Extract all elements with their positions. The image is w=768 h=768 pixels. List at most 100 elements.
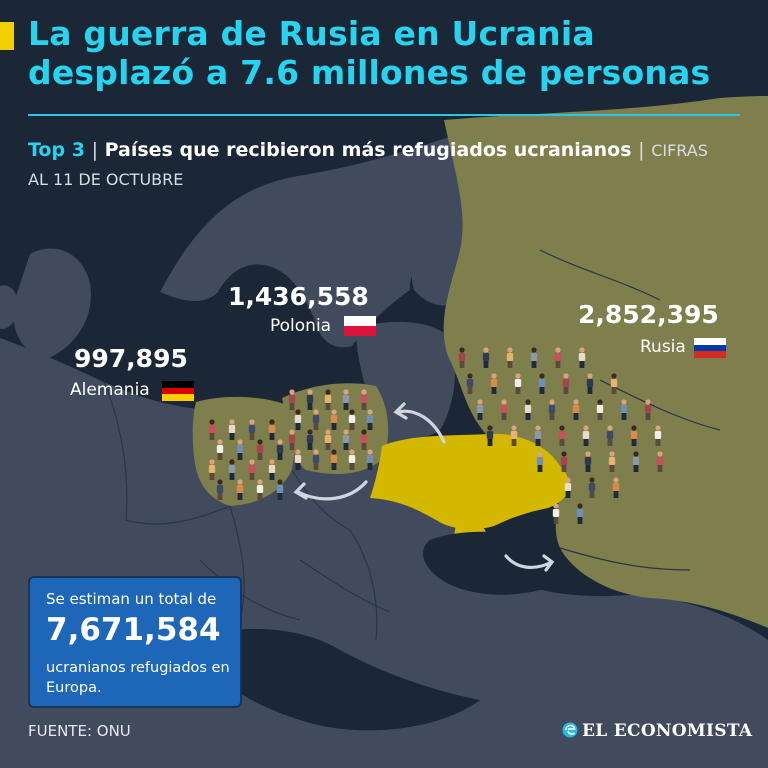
arrow-to-germany-icon [296,480,368,501]
person-icon [578,347,586,368]
person-icon [490,373,498,394]
person-icon [506,347,514,368]
person-icon [632,451,640,472]
person-icon [552,503,560,524]
source-note: FUENTE: ONU [28,722,131,740]
person-icon [348,449,356,470]
person-icon [630,425,638,446]
title-accent-bar [0,22,14,50]
person-icon [564,477,572,498]
arrow-head-germany-icon [293,482,308,500]
subtitle-separator-2: | [638,139,645,161]
title-line-1: La guerra de Rusia en Ucrania [28,14,595,53]
poland-name: Polonia [270,316,332,336]
person-icon [538,373,546,394]
person-icon [294,409,302,430]
person-icon [228,419,236,440]
person-icon [306,429,314,450]
person-icon [514,373,522,394]
country-borders [103,249,721,641]
person-icon [654,425,662,446]
russia-value: 2,852,395 [578,300,719,329]
person-icon [644,399,652,420]
person-icon [228,459,236,480]
total-refugees-box: Se estiman un total de 7,671,584 ucrania… [28,576,242,708]
person-icon [360,389,368,410]
arrow-head-russia-icon [542,554,555,572]
person-icon [530,347,538,368]
person-icon [312,409,320,430]
person-icon [208,419,216,440]
germany-name: Alemania [70,380,150,400]
subtitle-separator-1: | [91,139,98,161]
arrow-to-poland-icon [396,409,446,444]
subtitle-main: Países que recibieron más refugiados ucr… [104,139,632,161]
ukraine-region [370,433,570,530]
person-icon [554,347,562,368]
brand-name: EL ECONOMISTA [582,721,753,741]
person-icon [330,449,338,470]
person-icon [586,373,594,394]
person-icon [256,439,264,460]
person-icon [584,451,592,472]
person-icon [248,459,256,480]
person-icon [548,399,556,420]
person-icon [458,347,466,368]
person-icon [294,449,302,470]
person-icon [236,439,244,460]
arrow-icons [293,402,555,572]
black-sea [422,531,565,595]
person-icon [342,429,350,450]
person-icon [366,409,374,430]
person-icon [606,425,614,446]
person-icon [276,439,284,460]
arrow-head-poland-icon [393,402,408,420]
germany-value: 997,895 [74,344,188,373]
person-icon [306,389,314,410]
total-description: ucranianos refugiados en Europa. [46,660,230,696]
person-icon [656,451,664,472]
page-title: La guerra de Rusia en Ucrania desplazó a… [28,14,758,92]
arrow-to-russia-icon [504,554,554,569]
person-icon [288,429,296,450]
subtitle: Top 3 | Países que recibieron más refugi… [28,136,718,194]
person-icon [208,459,216,480]
uk-land [13,248,91,360]
people-icons [208,347,664,524]
subtitle-date: CIFRAS AL 11 DE OCTUBRE [28,141,708,189]
person-icon [466,373,474,394]
person-icon [524,399,532,420]
person-icon [476,399,484,420]
scandinavia-land [160,136,465,348]
flag-russia-icon [694,338,726,358]
person-icon [500,399,508,420]
total-value: 7,671,584 [46,612,221,648]
person-icon [236,479,244,500]
person-icon [486,425,494,446]
subtitle-top-label: Top 3 [28,139,85,161]
flag-poland-icon [344,316,376,336]
person-icon [330,409,338,430]
title-line-2: desplazó a 7.6 millones de personas [28,53,711,92]
person-icon [572,399,580,420]
russia-region [443,96,768,628]
person-icon [582,425,590,446]
person-icon [276,479,284,500]
person-icon [558,425,566,446]
person-icon [324,389,332,410]
person-icon [248,419,256,440]
person-icon [510,425,518,446]
person-icon [608,451,616,472]
russia-name: Rusia [640,337,686,357]
person-icon [342,389,350,410]
person-icon [366,449,374,470]
flag-germany-icon [162,381,194,401]
person-icon [560,451,568,472]
person-icon [534,425,542,446]
person-icon [482,347,490,368]
person-icon [268,419,276,440]
person-icon [216,479,224,500]
person-icon [536,451,544,472]
person-icon [576,503,584,524]
